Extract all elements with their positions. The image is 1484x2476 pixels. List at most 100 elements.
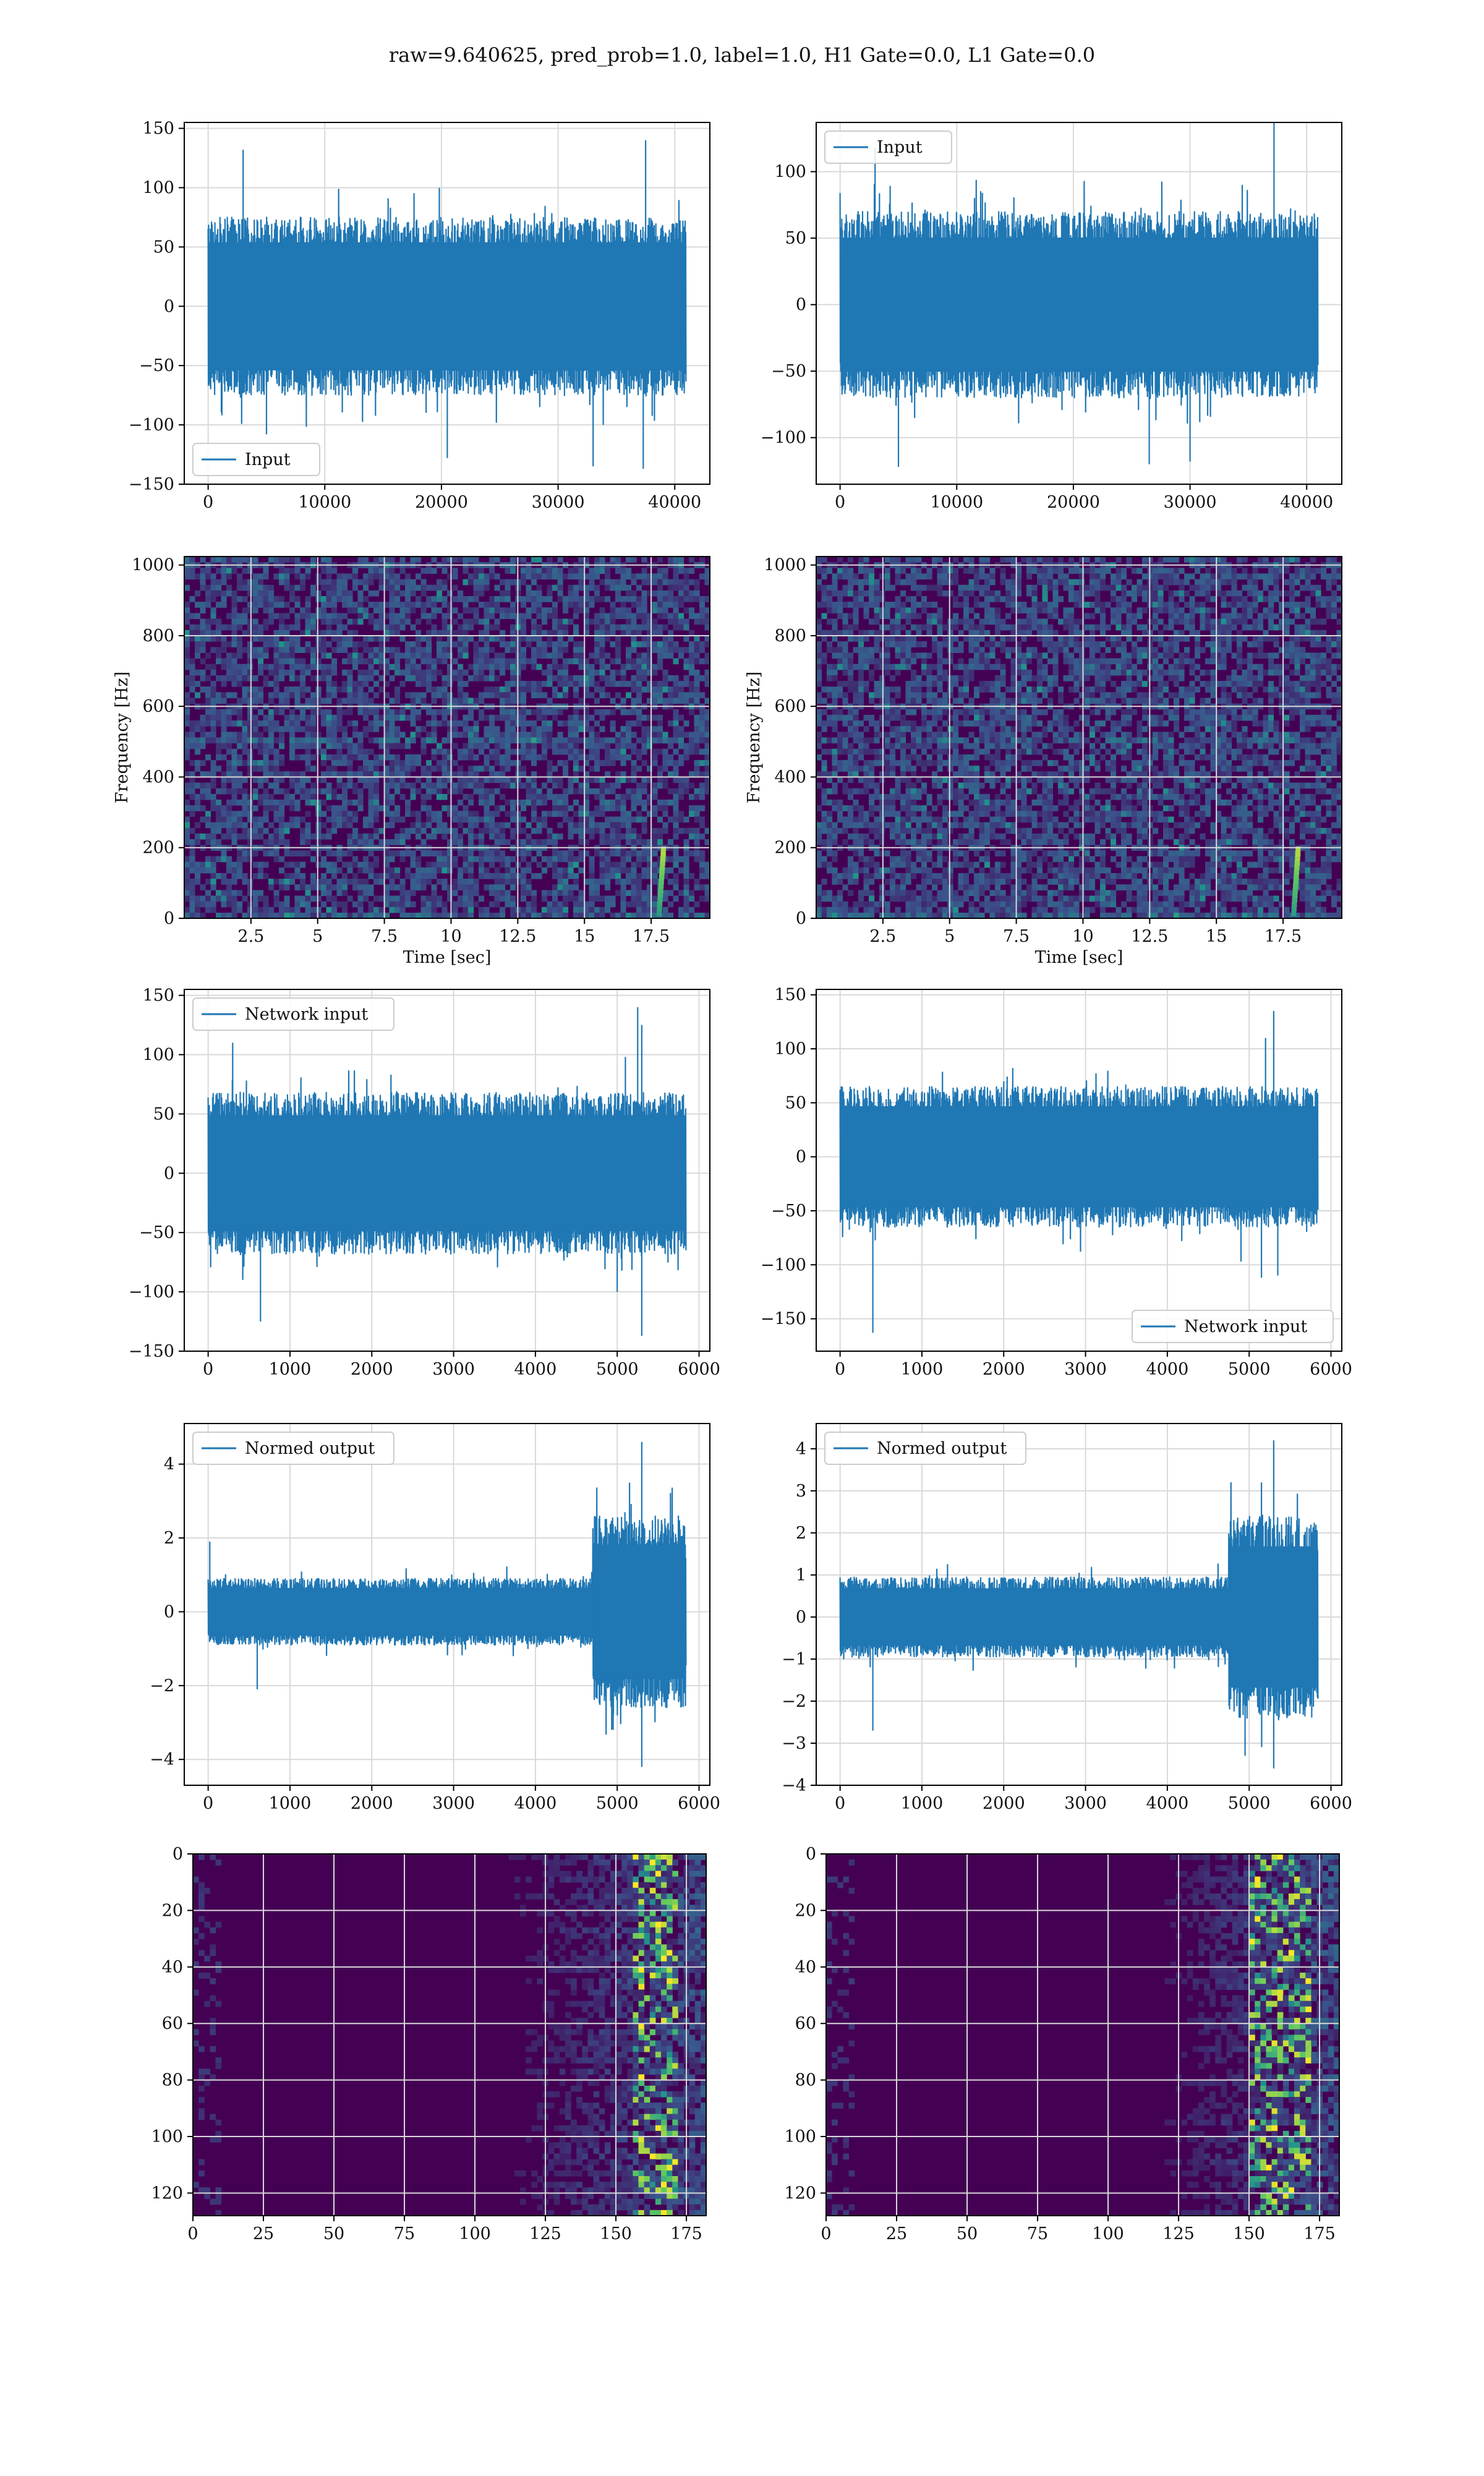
heatmap-cell bbox=[352, 902, 358, 908]
heatmap-cell bbox=[295, 738, 301, 744]
heatmap-cell bbox=[474, 573, 479, 579]
heatmap-cell bbox=[484, 738, 490, 744]
heatmap-cell bbox=[484, 850, 490, 856]
heatmap-cell bbox=[426, 766, 432, 772]
heatmap-cell bbox=[237, 834, 242, 840]
heatmap-cell bbox=[816, 641, 822, 647]
heatmap-cell bbox=[474, 766, 479, 772]
heatmap-cell bbox=[874, 613, 880, 619]
heatmap-cell bbox=[284, 862, 290, 868]
heatmap-cell bbox=[484, 766, 490, 772]
heatmap-cell bbox=[678, 681, 684, 687]
heatmap-cell bbox=[678, 726, 684, 732]
heatmap-cell bbox=[489, 777, 495, 783]
heatmap-cell bbox=[326, 557, 332, 563]
heatmap-cell bbox=[484, 805, 490, 811]
heatmap-cell bbox=[373, 681, 379, 687]
heatmap-cell bbox=[827, 907, 832, 913]
heatmap-cell bbox=[837, 602, 843, 608]
y-tick-label: 800 bbox=[142, 626, 174, 646]
heatmap-cell bbox=[848, 652, 853, 659]
heatmap-cell bbox=[879, 698, 885, 704]
heatmap-cell bbox=[390, 675, 395, 681]
heatmap-cell bbox=[510, 726, 516, 732]
heatmap-cell bbox=[369, 800, 374, 806]
heatmap-cell bbox=[295, 659, 301, 665]
heatmap-cell bbox=[657, 715, 663, 721]
heatmap-cell bbox=[827, 788, 832, 795]
heatmap-cell bbox=[505, 726, 511, 732]
heatmap-cell bbox=[400, 670, 406, 676]
heatmap-cell bbox=[837, 641, 843, 647]
heatmap-cell bbox=[331, 817, 337, 823]
heatmap-cell bbox=[253, 625, 258, 631]
heatmap-cell bbox=[879, 625, 885, 631]
heatmap-cell bbox=[263, 817, 269, 823]
heatmap-cell bbox=[468, 766, 474, 772]
heatmap-cell bbox=[437, 788, 442, 795]
heatmap-cell bbox=[843, 573, 848, 579]
heatmap-cell bbox=[684, 596, 689, 602]
heatmap-cell bbox=[531, 625, 537, 631]
heatmap-cell bbox=[631, 743, 637, 749]
heatmap-cell bbox=[663, 754, 668, 761]
heatmap-cell bbox=[521, 895, 526, 902]
heatmap-cell bbox=[573, 647, 579, 653]
heatmap-cell bbox=[211, 777, 216, 783]
heatmap-cell bbox=[400, 884, 406, 890]
heatmap-cell bbox=[321, 698, 326, 704]
heatmap-cell bbox=[615, 591, 621, 597]
heatmap-cell bbox=[563, 856, 568, 863]
heatmap-cell bbox=[678, 619, 684, 625]
heatmap-cell bbox=[458, 557, 463, 563]
heatmap-cell bbox=[489, 794, 495, 800]
heatmap-cell bbox=[579, 766, 584, 772]
heatmap-cell bbox=[684, 783, 689, 789]
heatmap-cell bbox=[858, 766, 864, 772]
heatmap-cell bbox=[426, 777, 432, 783]
heatmap-cell bbox=[526, 800, 532, 806]
heatmap-cell bbox=[390, 664, 395, 670]
heatmap-cell bbox=[394, 738, 400, 744]
heatmap-cell bbox=[642, 636, 647, 642]
heatmap-cell bbox=[474, 834, 479, 840]
heatmap-cell bbox=[284, 794, 290, 800]
heatmap-cell bbox=[837, 681, 843, 687]
heatmap-cell bbox=[400, 743, 406, 749]
heatmap-cell bbox=[879, 720, 885, 727]
heatmap-cell bbox=[537, 573, 542, 579]
heatmap-cell bbox=[442, 902, 448, 908]
heatmap-cell bbox=[621, 800, 626, 806]
heatmap-cell bbox=[326, 619, 332, 625]
heatmap-cell bbox=[400, 895, 406, 902]
heatmap-cell bbox=[879, 902, 885, 908]
heatmap-cell bbox=[505, 760, 511, 766]
heatmap-cell bbox=[274, 636, 279, 642]
heatmap-cell bbox=[837, 907, 843, 913]
heatmap-cell bbox=[605, 873, 610, 879]
heatmap-cell bbox=[699, 805, 705, 811]
heatmap-cell bbox=[211, 868, 216, 874]
heatmap-cell bbox=[663, 907, 668, 913]
heatmap-cell bbox=[531, 856, 537, 863]
heatmap-cell bbox=[495, 884, 500, 890]
heatmap-cell bbox=[258, 659, 263, 665]
heatmap-cell bbox=[479, 788, 484, 795]
heatmap-cell bbox=[531, 817, 537, 823]
heatmap-cell bbox=[558, 664, 563, 670]
heatmap-cell bbox=[489, 573, 495, 579]
heatmap-cell bbox=[489, 834, 495, 840]
heatmap-cell bbox=[295, 715, 301, 721]
heatmap-cell bbox=[505, 720, 511, 727]
heatmap-cell bbox=[563, 760, 568, 766]
heatmap-cell bbox=[268, 619, 274, 625]
heatmap-cell bbox=[605, 709, 610, 715]
heatmap-cell bbox=[310, 675, 316, 681]
heatmap-cell bbox=[295, 873, 301, 879]
heatmap-cell bbox=[405, 647, 411, 653]
heatmap-cell bbox=[458, 647, 463, 653]
heatmap-cell bbox=[216, 585, 221, 591]
heatmap-cell bbox=[505, 856, 511, 863]
heatmap-cell bbox=[442, 647, 448, 653]
heatmap-cell bbox=[195, 743, 200, 749]
